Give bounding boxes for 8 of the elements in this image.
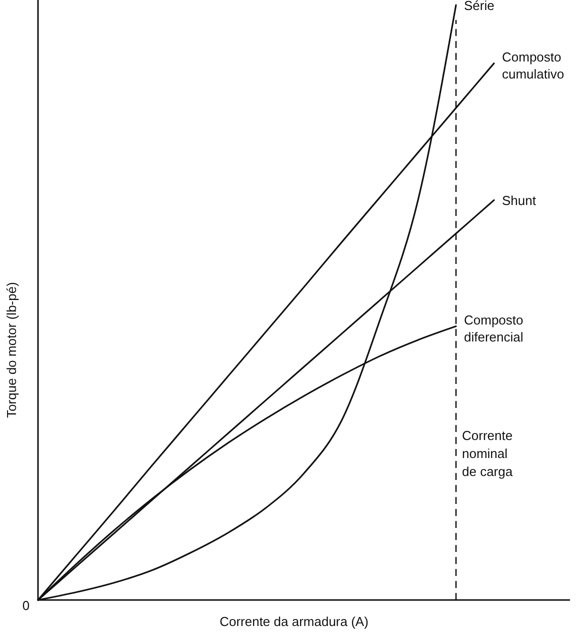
series-label: Composto cumulativo — [502, 49, 564, 82]
series-label: Composto diferencial — [464, 312, 524, 344]
text: 0 — [22, 598, 30, 613]
annotation: Corrente nominal de carga — [462, 428, 514, 479]
x-axis-title: Corrente da armadura (A) — [220, 614, 368, 629]
series-label: Shunt — [502, 193, 536, 208]
series-label: Série — [464, 0, 494, 13]
y-axis-title: Torque do motor (lb-pé) — [4, 282, 19, 418]
